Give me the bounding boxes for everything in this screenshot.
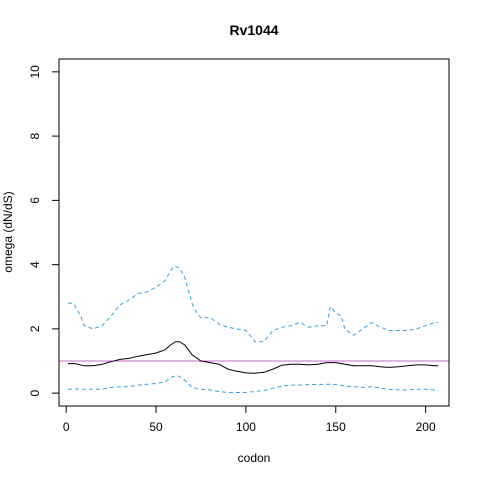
plot-area — [59, 265, 449, 393]
series-line-estimate — [68, 341, 439, 374]
x-tick-label: 150 — [326, 420, 346, 434]
x-tick-label: 100 — [236, 420, 256, 434]
y-tick-label: 2 — [28, 325, 42, 332]
y-tick-label: 4 — [28, 261, 42, 268]
y-tick-label: 8 — [28, 132, 42, 139]
x-tick-label: 50 — [149, 420, 163, 434]
x-axis: 0 50 100 150 200 — [63, 405, 436, 434]
x-axis-label: codon — [238, 451, 271, 465]
y-tick-label: 0 — [28, 389, 42, 396]
series-line-upper-bound — [68, 265, 439, 343]
chart-title: Rv1044 — [229, 22, 278, 38]
x-tick-label: 200 — [416, 420, 436, 434]
x-tick-label: 0 — [63, 420, 70, 434]
y-axis: 0 2 4 6 8 10 — [28, 65, 60, 396]
series-line-lower-bound — [67, 374, 439, 393]
y-tick-label: 6 — [28, 197, 42, 204]
y-tick-label: 10 — [28, 65, 42, 79]
y-axis-label: omega (dN/dS) — [1, 191, 15, 272]
